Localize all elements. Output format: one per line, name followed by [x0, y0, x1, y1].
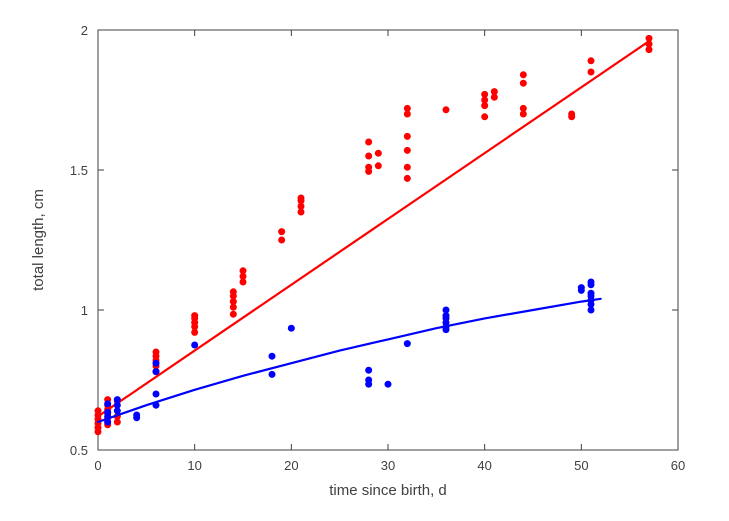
- data-point-red: [365, 153, 372, 160]
- x-tick-label: 0: [94, 458, 101, 473]
- data-point-red: [404, 133, 411, 140]
- data-point-red: [588, 57, 595, 64]
- y-tick-label: 1: [81, 303, 88, 318]
- data-point-red: [375, 162, 382, 169]
- x-tick-label: 50: [574, 458, 588, 473]
- data-point-blue: [588, 290, 595, 297]
- data-point-blue: [578, 284, 585, 291]
- data-point-blue: [385, 381, 392, 388]
- data-point-red: [491, 88, 498, 95]
- data-point-blue: [104, 400, 111, 407]
- y-tick-label: 2: [81, 23, 88, 38]
- x-axis-label: time since birth, d: [329, 482, 447, 499]
- data-point-blue: [588, 279, 595, 286]
- data-point-blue: [269, 353, 276, 360]
- data-point-red: [375, 150, 382, 157]
- x-tick-label: 10: [187, 458, 201, 473]
- x-tick-label: 30: [381, 458, 395, 473]
- data-point-red: [520, 80, 527, 87]
- y-tick-label: 0.5: [70, 443, 88, 458]
- data-point-red: [95, 407, 102, 414]
- data-point-red: [230, 288, 237, 295]
- data-point-red: [568, 111, 575, 118]
- data-point-red: [404, 175, 411, 182]
- data-point-blue: [365, 377, 372, 384]
- data-point-red: [191, 312, 198, 319]
- data-point-blue: [443, 307, 450, 314]
- data-point-red: [404, 164, 411, 171]
- data-point-red: [153, 349, 160, 356]
- data-point-red: [443, 106, 450, 113]
- data-point-blue: [365, 367, 372, 374]
- data-point-blue: [153, 391, 160, 398]
- x-tick-label: 60: [671, 458, 685, 473]
- data-point-blue: [153, 360, 160, 367]
- data-point-red: [481, 113, 488, 120]
- data-point-red: [365, 164, 372, 171]
- data-point-red: [230, 311, 237, 318]
- data-point-red: [404, 105, 411, 112]
- data-point-red: [278, 237, 285, 244]
- data-point-blue: [269, 371, 276, 378]
- y-axis-label: total length, cm: [30, 189, 47, 291]
- data-point-blue: [133, 412, 140, 419]
- data-point-red: [298, 195, 305, 202]
- data-point-red: [365, 139, 372, 146]
- data-point-red: [481, 91, 488, 98]
- data-point-blue: [288, 325, 295, 332]
- data-point-blue: [191, 342, 198, 349]
- x-tick-label: 20: [284, 458, 298, 473]
- growth-chart: 0 10 20 30 40 50 60 0.5 1 1.5 2 time since birth, d…: [0, 0, 729, 521]
- data-point-blue: [404, 340, 411, 347]
- data-point-blue: [104, 409, 111, 416]
- y-tick-label: 1.5: [70, 163, 88, 178]
- data-point-red: [520, 105, 527, 112]
- data-point-red: [278, 228, 285, 235]
- chart-svg: 0 10 20 30 40 50 60 0.5 1 1.5 2 time since birth, d…: [0, 0, 729, 521]
- data-point-red: [404, 147, 411, 154]
- data-point-red: [520, 71, 527, 78]
- data-point-blue: [114, 396, 121, 403]
- data-point-blue: [153, 368, 160, 375]
- data-point-red: [240, 267, 247, 274]
- x-tick-label: 40: [477, 458, 491, 473]
- data-point-red: [588, 69, 595, 76]
